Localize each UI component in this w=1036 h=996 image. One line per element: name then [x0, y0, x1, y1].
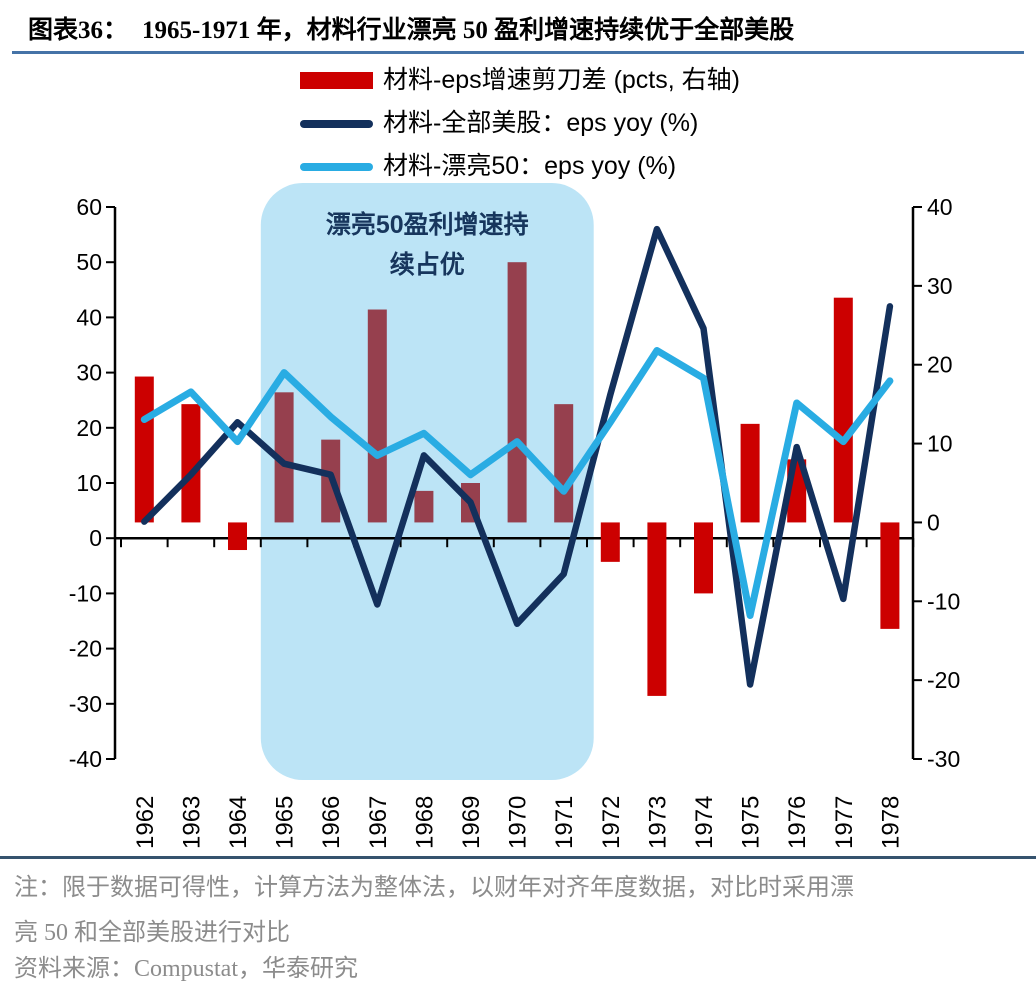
x-axis-label: 1967 — [365, 796, 392, 849]
x-axis-label: 1976 — [784, 796, 811, 849]
left-axis-label: 30 — [76, 360, 102, 386]
highlight-annotation: 漂亮50盈利增速持 — [326, 210, 529, 239]
figure-title-text: 1965-1971 年，材料行业漂亮 50 盈利增速持续优于全部美股 — [142, 17, 795, 44]
bar-1968 — [414, 490, 434, 523]
bar-1975 — [740, 423, 760, 523]
x-axis-label: 1971 — [551, 796, 578, 849]
note-line-1: 注：限于数据可得性，计算方法为整体法，以财年对齐年度数据，对比时采用漂 — [14, 875, 854, 901]
legend-item-1: 材料-全部美股：eps yoy (%) — [300, 102, 740, 145]
legend-line-swatch — [300, 162, 373, 171]
chart-note: 注：限于数据可得性，计算方法为整体法，以财年对齐年度数据，对比时采用漂 亮 50… — [14, 866, 1026, 956]
legend-bar-swatch — [300, 72, 373, 89]
right-axis-label: 30 — [927, 273, 953, 299]
bar-1971 — [554, 404, 574, 523]
figure-number: 图表36： — [28, 17, 129, 44]
left-axis-label: 10 — [76, 470, 102, 496]
line-nifty50-eps — [140, 347, 894, 619]
legend-label: 材料-eps增速剪刀差 (pcts, 右轴) — [383, 66, 740, 94]
bar-1974 — [694, 522, 713, 594]
bar-1967 — [367, 309, 387, 523]
highlight-annotation: 续占优 — [390, 250, 465, 279]
chart-legend: 材料-eps增速剪刀差 (pcts, 右轴) 材料-全部美股：eps yoy (%… — [300, 59, 740, 188]
x-axis-label: 1966 — [318, 796, 345, 849]
bar-1978 — [880, 522, 900, 629]
x-axis-label: 1968 — [411, 796, 438, 849]
x-axis-label: 1962 — [132, 796, 159, 849]
right-axis-label: 40 — [927, 194, 953, 220]
right-axis-label: 20 — [927, 352, 953, 378]
x-axis-label: 1964 — [225, 796, 252, 849]
right-axis-label: 10 — [927, 431, 953, 457]
bar-1962 — [134, 376, 154, 523]
left-axis-label: 60 — [76, 194, 102, 220]
left-axis-label: 40 — [76, 304, 102, 330]
right-axis-label: 0 — [927, 509, 940, 535]
x-axis-label: 1974 — [691, 796, 718, 849]
bar-1973 — [647, 522, 667, 696]
left-axis-label: -10 — [69, 580, 102, 606]
x-axis-label: 1963 — [178, 796, 205, 849]
left-axis-label: 0 — [89, 525, 102, 551]
x-axis-label: 1978 — [877, 796, 904, 849]
bar-1972 — [600, 522, 620, 562]
legend-label: 材料-全部美股：eps yoy (%) — [383, 109, 699, 137]
bar-1964 — [228, 522, 247, 551]
bar-1977 — [833, 297, 853, 523]
title-underline — [12, 51, 1024, 54]
x-axis-label: 1973 — [644, 796, 671, 849]
left-axis-label: 50 — [76, 249, 102, 275]
source-line: 资料来源：Compustat，华泰研究 — [14, 956, 359, 982]
chart-svg: 60 50 40 30 20 10 0 -10 -20 -30 -40 40 30 20 10 0 -10 -20… — [69, 183, 960, 849]
right-axis-label: -10 — [927, 588, 960, 614]
left-axis-label: -40 — [69, 746, 102, 772]
note-line-2: 亮 50 和全部美股进行对比 — [14, 920, 290, 946]
chart-area: 60 50 40 30 20 10 0 -10 -20 -30 -40 40 30 20 10 0 -10 -20… — [0, 170, 1036, 860]
bar-1963 — [181, 404, 201, 523]
right-axis-label: -30 — [927, 746, 960, 772]
right-axis-label: -20 — [927, 667, 960, 693]
figure-title: 图表36： 1965-1971 年，材料行业漂亮 50 盈利增速持续优于全部美股 — [28, 10, 1018, 46]
x-axis-label: 1975 — [738, 796, 765, 849]
legend-item-0: 材料-eps增速剪刀差 (pcts, 右轴) — [300, 59, 740, 102]
x-axis-label: 1977 — [831, 796, 858, 849]
legend-item-2: 材料-漂亮50：eps yoy (%) — [300, 145, 740, 188]
legend-line-swatch — [300, 119, 373, 128]
bar-1965 — [274, 392, 294, 523]
legend-label: 材料-漂亮50：eps yoy (%) — [383, 152, 677, 180]
x-axis-label: 1965 — [272, 796, 299, 849]
left-axis-label: -20 — [69, 636, 102, 662]
x-axis-label: 1970 — [505, 796, 532, 849]
bar-1970 — [507, 262, 527, 523]
x-axis-label: 1972 — [598, 796, 625, 849]
line-all-us-eps — [141, 225, 894, 688]
footer-separator — [0, 856, 1036, 859]
left-axis-label: -30 — [69, 691, 102, 717]
left-axis-label: 20 — [76, 415, 102, 441]
x-axis-label: 1969 — [458, 796, 485, 849]
